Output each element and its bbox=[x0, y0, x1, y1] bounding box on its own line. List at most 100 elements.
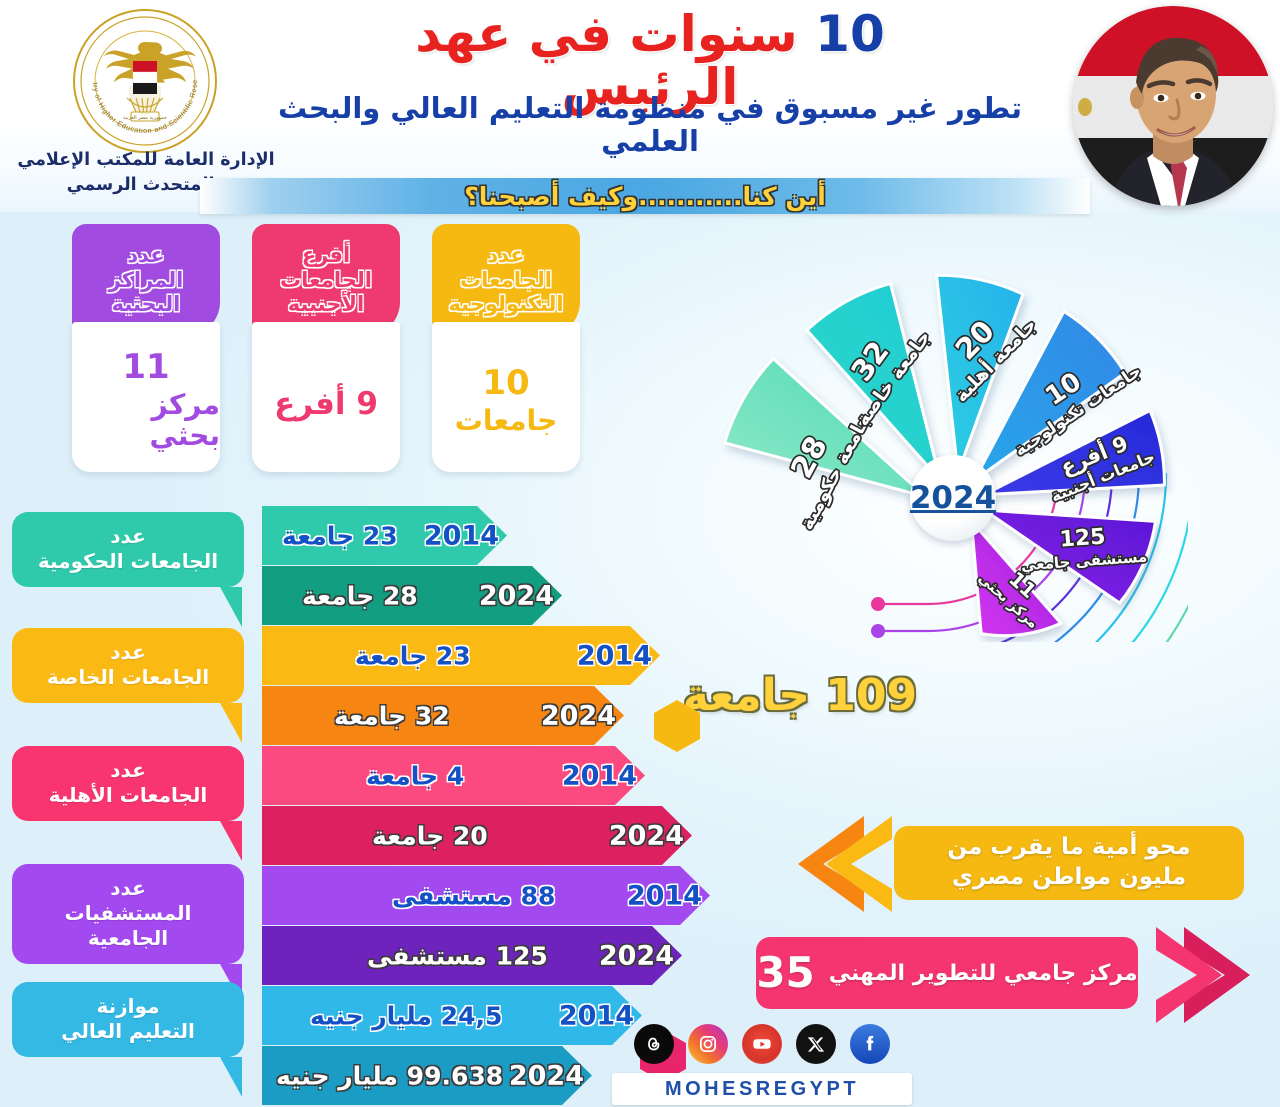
social-footer: MOHESREGYPT bbox=[612, 1024, 912, 1105]
bar-row[interactable]: 2014 24,5 مليار جنيه bbox=[262, 986, 722, 1046]
fan-chart-svg: 28 جامعة حكومية 32 جامعة خاصة 20 جامعة أ… bbox=[723, 273, 1188, 642]
callout-line2: الجامعات الحكومية bbox=[37, 549, 219, 573]
bar-value: 32 جامعة bbox=[334, 701, 450, 730]
stat-card-title-line2: المراكز البحثية bbox=[108, 267, 184, 317]
stat-card-number-unit: 9 أفرع bbox=[274, 385, 378, 422]
social-icons bbox=[612, 1024, 912, 1064]
highlight-box-literacy[interactable]: محو أمية ما يقرب من مليون مواطن مصري bbox=[798, 812, 1250, 912]
bar-year: 2014 bbox=[561, 760, 637, 791]
fan-chart: 28 جامعة حكومية 32 جامعة خاصة 20 جامعة أ… bbox=[688, 212, 1188, 642]
bar-year: 2014 bbox=[576, 640, 652, 671]
stat-card-number: 11 bbox=[122, 347, 170, 388]
bar-value: 23 جامعة bbox=[355, 641, 471, 670]
stat-card-number: 10 bbox=[482, 362, 530, 403]
stat-card-body: 9 أفرع bbox=[252, 322, 400, 472]
bar-year: 2014 bbox=[423, 520, 499, 551]
bar-row[interactable]: 2014 4 جامعة bbox=[262, 746, 722, 806]
bar-year: 2024 bbox=[540, 700, 616, 731]
highlight-line-2: مليون مواطن مصري bbox=[951, 864, 1187, 890]
stat-card-title-line2: الأجنبية bbox=[287, 292, 365, 317]
instagram-icon[interactable] bbox=[688, 1024, 728, 1064]
highlight-box-text: محو أمية ما يقرب من مليون مواطن مصري bbox=[894, 826, 1244, 900]
callout-ahliya-universities[interactable]: عدد الجامعات الأهلية bbox=[12, 746, 244, 861]
fan-center-year: 2024 bbox=[910, 455, 996, 541]
threads-icon[interactable] bbox=[634, 1024, 674, 1064]
bar-year: 2014 bbox=[558, 1000, 634, 1031]
callout-line1: موازنة bbox=[96, 994, 160, 1018]
bar-chart: 2014 23 جامعة 2024 28 جامعة 2014 23 جامع… bbox=[262, 506, 722, 1106]
bar-value: 4 جامعة bbox=[366, 761, 465, 790]
social-handle-text: MOHESREGYPT bbox=[664, 1077, 860, 1100]
total-universities-label: 109 جامعة bbox=[682, 670, 918, 721]
bar-row[interactable]: 2024 20 جامعة bbox=[262, 806, 722, 866]
bar-row[interactable]: 2024 125 مستشفى bbox=[262, 926, 722, 986]
highlight-line-1: محو أمية ما يقرب من bbox=[947, 834, 1191, 861]
bar-value: 99.638 مليار جنيه bbox=[276, 1061, 504, 1090]
bar-value: 88 مستشفى bbox=[392, 881, 556, 910]
svg-text:جمهورية مصر العربية: جمهورية مصر العربية bbox=[123, 115, 167, 121]
bar-value: 20 جامعة bbox=[372, 821, 488, 850]
bar-row[interactable]: 2014 88 مستشفى bbox=[262, 866, 722, 926]
ministry-logo: وزارة التعليم العالى والبحث العلمى Minis… bbox=[52, 6, 220, 156]
bar-row[interactable]: 2024 99.638 مليار جنيه bbox=[262, 1046, 722, 1106]
callout-line2: الجامعات الأهلية bbox=[48, 783, 208, 807]
stat-card-title: عدد المراكز البحثية bbox=[72, 224, 220, 336]
ministry-logo-svg: وزارة التعليم العالى والبحث العلمى Minis… bbox=[70, 6, 217, 153]
stat-card-unit: جامعات bbox=[454, 403, 558, 437]
title-text: سنوات في عهد الرئيس bbox=[415, 5, 798, 116]
stat-card-research-centers[interactable]: عدد المراكز البحثية 11 مركز بحثي bbox=[72, 224, 220, 472]
bar-value: 28 جامعة bbox=[302, 581, 418, 610]
stat-card-body: 10 جامعات bbox=[432, 322, 580, 472]
callout-line1: عدد bbox=[110, 758, 146, 782]
social-handle[interactable]: MOHESREGYPT bbox=[612, 1073, 912, 1105]
page-subtitle: تطور غير مسبوق في منظومة التعليم العالي … bbox=[278, 91, 1022, 159]
bar-value: 23 جامعة bbox=[282, 521, 398, 550]
stat-card-technological-universities[interactable]: عدد الجامعات التكنولوجية 10 جامعات bbox=[432, 224, 580, 472]
callout-government-universities[interactable]: عدد الجامعات الحكومية bbox=[12, 512, 244, 627]
question-banner: أين كنا...........وكيف أصبحنا؟ bbox=[200, 178, 1090, 214]
x-twitter-icon[interactable] bbox=[796, 1024, 836, 1064]
stat-card-title-line1: عدد bbox=[127, 242, 165, 267]
office-line-2: والمتحدث الرسمي bbox=[66, 175, 226, 196]
bar-row[interactable]: 2014 23 جامعة bbox=[262, 506, 722, 566]
callout-private-universities[interactable]: عدد الجامعات الخاصة bbox=[12, 628, 244, 743]
callout-higher-education-budget[interactable]: موازنة التعليم العالي bbox=[12, 982, 244, 1097]
stat-card-foreign-branches[interactable]: أفرع الجامعات الأجنبية 9 أفرع bbox=[252, 224, 400, 472]
highlight-text: مركز جامعي للتطوير المهني bbox=[828, 960, 1138, 986]
callout-line2: المستشفيات الجامعية bbox=[64, 901, 192, 950]
callout-line1: عدد bbox=[110, 524, 146, 548]
stat-card-title-line2: التكنولوجية bbox=[448, 292, 564, 317]
fan-slice-number: 125 bbox=[1059, 524, 1107, 552]
highlight-box-career-centers[interactable]: مركز جامعي للتطوير المهني 35 bbox=[756, 925, 1250, 1021]
hexagon-decoration bbox=[654, 700, 700, 752]
president-portrait-svg bbox=[1073, 6, 1273, 206]
title-number: 10 bbox=[815, 5, 886, 63]
stat-card-title-line1: أفرع الجامعات bbox=[280, 242, 372, 292]
header-band bbox=[0, 0, 1280, 212]
stat-card-unit: مركز بحثي bbox=[149, 388, 220, 452]
bar-row[interactable]: 2024 32 جامعة bbox=[262, 686, 722, 746]
bar-year: 2024 bbox=[478, 580, 554, 611]
callout-line2: التعليم العالي bbox=[61, 1019, 195, 1043]
highlight-box-text: مركز جامعي للتطوير المهني 35 bbox=[756, 937, 1138, 1009]
media-office-text: الإدارة العامة للمكتب الإعلامي والمتحدث … bbox=[8, 148, 284, 199]
callout-line1: عدد bbox=[110, 640, 146, 664]
bar-row[interactable]: 2014 23 جامعة bbox=[262, 626, 722, 686]
bar-year: 2024 bbox=[608, 820, 684, 851]
bar-row[interactable]: 2024 28 جامعة bbox=[262, 566, 722, 626]
office-line-1: الإدارة العامة للمكتب الإعلامي bbox=[17, 150, 275, 170]
stat-card-title: عدد الجامعات التكنولوجية bbox=[432, 224, 580, 336]
facebook-icon[interactable] bbox=[850, 1024, 890, 1064]
youtube-icon[interactable] bbox=[742, 1024, 782, 1064]
bar-year: 2024 bbox=[598, 940, 674, 971]
callout-university-hospitals[interactable]: عدد المستشفيات الجامعية bbox=[12, 864, 244, 1004]
stat-card-title: أفرع الجامعات الأجنبية bbox=[252, 224, 400, 336]
president-portrait bbox=[1073, 6, 1273, 206]
question-banner-text: أين كنا...........وكيف أصبحنا؟ bbox=[464, 181, 826, 211]
callout-line1: عدد bbox=[110, 876, 146, 900]
page-title: 10 سنوات في عهد الرئيس bbox=[330, 8, 970, 114]
bar-value: 125 مستشفى bbox=[367, 941, 548, 970]
bar-value: 24,5 مليار جنيه bbox=[310, 1001, 503, 1030]
stat-card-body: 11 مركز بحثي bbox=[72, 322, 220, 472]
